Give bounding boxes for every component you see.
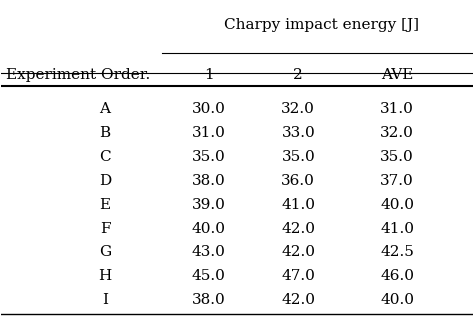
Text: Experiment Order.: Experiment Order. (6, 67, 150, 81)
Text: AVE: AVE (381, 67, 413, 81)
Text: 45.0: 45.0 (192, 269, 226, 283)
Text: 35.0: 35.0 (192, 150, 226, 164)
Text: 30.0: 30.0 (192, 103, 226, 117)
Text: D: D (99, 174, 111, 188)
Text: 41.0: 41.0 (281, 198, 315, 212)
Text: 37.0: 37.0 (380, 174, 414, 188)
Text: 47.0: 47.0 (282, 269, 315, 283)
Text: 41.0: 41.0 (380, 222, 414, 236)
Text: 43.0: 43.0 (192, 245, 226, 260)
Text: 42.5: 42.5 (380, 245, 414, 260)
Text: 46.0: 46.0 (380, 269, 414, 283)
Text: A: A (100, 103, 110, 117)
Text: B: B (100, 126, 110, 140)
Text: 42.0: 42.0 (281, 245, 315, 260)
Text: G: G (99, 245, 111, 260)
Text: 40.0: 40.0 (191, 222, 226, 236)
Text: H: H (99, 269, 112, 283)
Text: 35.0: 35.0 (282, 150, 315, 164)
Text: Charpy impact energy [J]: Charpy impact energy [J] (224, 18, 419, 32)
Text: 32.0: 32.0 (282, 103, 315, 117)
Text: 31.0: 31.0 (192, 126, 226, 140)
Text: C: C (99, 150, 111, 164)
Text: 36.0: 36.0 (282, 174, 315, 188)
Text: 39.0: 39.0 (192, 198, 226, 212)
Text: 38.0: 38.0 (192, 174, 226, 188)
Text: 2: 2 (293, 67, 303, 81)
Text: 1: 1 (204, 67, 214, 81)
Text: 40.0: 40.0 (380, 198, 414, 212)
Text: 31.0: 31.0 (380, 103, 414, 117)
Text: 35.0: 35.0 (380, 150, 414, 164)
Text: 40.0: 40.0 (380, 293, 414, 307)
Text: 33.0: 33.0 (282, 126, 315, 140)
Text: 38.0: 38.0 (192, 293, 226, 307)
Text: F: F (100, 222, 110, 236)
Text: I: I (102, 293, 108, 307)
Text: 32.0: 32.0 (380, 126, 414, 140)
Text: E: E (100, 198, 110, 212)
Text: 42.0: 42.0 (281, 293, 315, 307)
Text: 42.0: 42.0 (281, 222, 315, 236)
